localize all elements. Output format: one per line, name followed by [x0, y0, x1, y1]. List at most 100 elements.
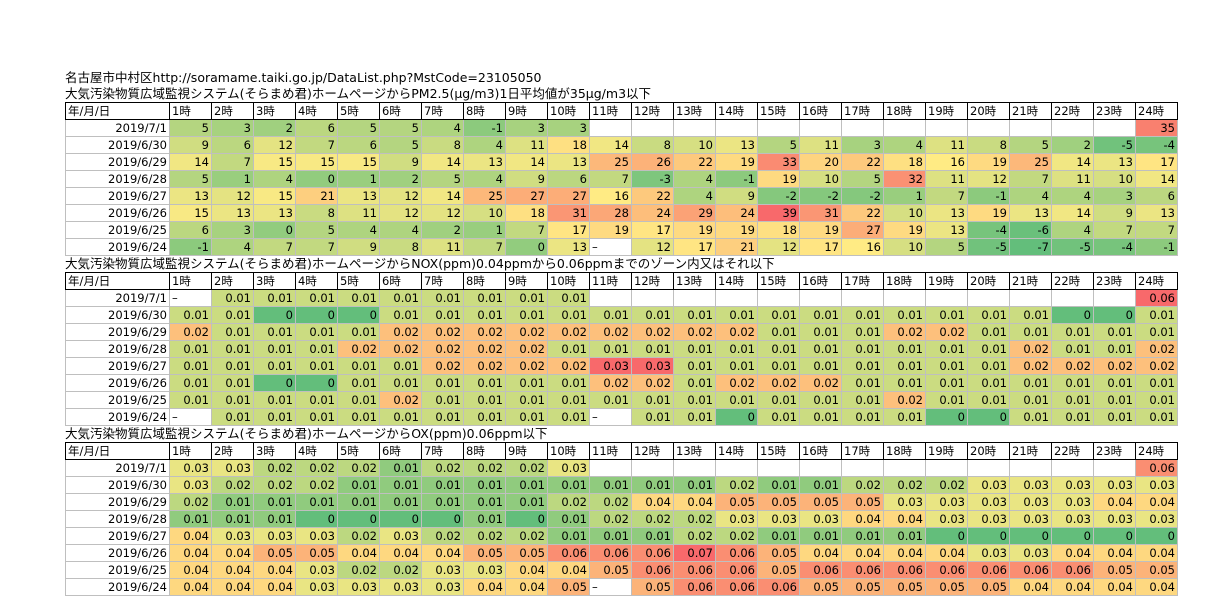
hour-column-header: 11時 [589, 272, 632, 290]
table-row: 2019/7/1–0.01 0.01 0.01 0.01 0.01 0.01 0.01 0.0… [65, 289, 1178, 307]
value-cell: 5 [841, 170, 884, 188]
value-cell: 14 [1135, 170, 1178, 188]
value-cell: 3 [1093, 187, 1136, 205]
value-cell: 0.04 [1051, 544, 1094, 562]
value-cell: 0.01 [631, 408, 674, 426]
value-cell: 3 [211, 221, 254, 239]
value-cell [1009, 119, 1052, 137]
value-cell: 0.01 [1135, 374, 1178, 392]
value-cell: 0.01 [925, 391, 968, 409]
value-cell: -7 [1009, 238, 1052, 256]
value-cell: 0.01 [1093, 340, 1136, 358]
value-cell: 4 [379, 221, 422, 239]
value-cell: 0.04 [1093, 578, 1136, 596]
value-cell: 13 [925, 221, 968, 239]
value-cell: 0.01 [883, 374, 926, 392]
hour-column-header: 7時 [421, 272, 464, 290]
value-cell: 0.01 [589, 306, 632, 324]
date-cell: 2019/7/1 [65, 459, 170, 477]
value-cell: 0.03 [1093, 476, 1136, 494]
value-cell: 0.01 [757, 476, 800, 494]
value-cell [757, 119, 800, 137]
value-cell [673, 459, 716, 477]
value-cell: 20 [799, 153, 842, 171]
value-cell: 11 [799, 136, 842, 154]
value-cell: 0.01 [841, 408, 884, 426]
value-cell: 0.01 [631, 527, 674, 545]
value-cell [799, 459, 842, 477]
table-row: 2019/6/30 9 6 12 7 6 5 8 4 11 18 14 8 10 13 5 11 3 4 11 8 5 2-… [65, 136, 1178, 154]
value-cell: 10 [799, 170, 842, 188]
value-cell: 14 [421, 153, 464, 171]
value-cell: 25 [463, 187, 506, 205]
value-cell: 0.03 [295, 561, 338, 579]
value-cell: 39 [757, 204, 800, 222]
value-cell: 0.01 [253, 510, 296, 528]
value-cell: 0.03 [337, 578, 380, 596]
date-cell: 2019/6/29 [65, 493, 170, 511]
value-cell: 0.02 [379, 561, 422, 579]
value-cell: 0.03 [169, 476, 212, 494]
value-cell: 2 [1051, 136, 1094, 154]
value-cell: 5 [379, 136, 422, 154]
value-cell: 0.02 [799, 374, 842, 392]
value-cell: 0.01 [421, 391, 464, 409]
value-cell [631, 289, 674, 307]
value-cell: 0.01 [589, 527, 632, 545]
value-cell: 0.02 [631, 323, 674, 341]
value-cell: 0.01 [421, 493, 464, 511]
value-cell: 0.01 [673, 374, 716, 392]
spreadsheet: 名古屋市中村区http://soramame.taiki.go.jp/DataL… [65, 70, 1178, 596]
value-cell: 0.04 [841, 510, 884, 528]
value-cell: 11 [925, 170, 968, 188]
sheet-header-line: 名古屋市中村区http://soramame.taiki.go.jp/DataL… [65, 70, 1177, 86]
value-cell: 0.02 [337, 459, 380, 477]
table-row: 2019/6/28 0.01 0.01 0.01 0 0 0 0 0.01 0 0.01 0.02 0.… [65, 510, 1178, 528]
table-row: 2019/6/27 0.01 0.01 0.01 0.01 0.01 0.01 0.02 0.0… [65, 357, 1178, 375]
value-cell: 13 [1135, 204, 1178, 222]
value-cell: 13 [1009, 204, 1052, 222]
value-cell: 0.02 [337, 340, 380, 358]
value-cell: 0.01 [1135, 306, 1178, 324]
value-cell: 0.01 [841, 357, 884, 375]
value-cell: 0.03 [211, 527, 254, 545]
date-cell: 2019/6/24 [65, 578, 170, 596]
hour-column-header: 16時 [799, 442, 842, 460]
hour-column-header: 13時 [673, 102, 716, 120]
value-cell: 5 [925, 238, 968, 256]
date-cell: 2019/6/27 [65, 527, 170, 545]
value-cell: 0.01 [505, 476, 548, 494]
value-cell: 13 [547, 153, 590, 171]
hour-column-header: 18時 [883, 442, 926, 460]
value-cell: 0.01 [547, 340, 590, 358]
value-cell: 0.04 [1093, 544, 1136, 562]
value-cell: 0.05 [799, 493, 842, 511]
hour-column-header: 8時 [463, 272, 506, 290]
value-cell: 0 [295, 170, 338, 188]
value-cell: 0.02 [589, 510, 632, 528]
value-cell: 0.03 [1009, 544, 1052, 562]
value-cell: 25 [1009, 153, 1052, 171]
hour-column-header: 19時 [925, 442, 968, 460]
value-cell: 0.01 [253, 391, 296, 409]
value-cell: 0.01 [841, 323, 884, 341]
value-cell: 0.01 [799, 357, 842, 375]
value-cell: 0.06 [715, 544, 758, 562]
value-cell: 9 [169, 136, 212, 154]
value-cell [967, 289, 1010, 307]
hour-column-header: 17時 [841, 102, 884, 120]
value-cell: 9 [379, 153, 422, 171]
value-cell: 0.01 [757, 357, 800, 375]
hour-column-header: 6時 [379, 272, 422, 290]
value-cell: 0.01 [547, 391, 590, 409]
value-cell: 0.01 [463, 374, 506, 392]
value-cell: 18 [883, 153, 926, 171]
value-cell: 0.06 [1051, 561, 1094, 579]
hour-column-header: 24時 [1135, 272, 1178, 290]
hour-column-header: 8時 [463, 102, 506, 120]
value-cell: 14 [589, 136, 632, 154]
value-cell: 24 [631, 204, 674, 222]
value-cell: 33 [757, 153, 800, 171]
date-cell: 2019/6/30 [65, 476, 170, 494]
value-cell: 0.01 [211, 340, 254, 358]
